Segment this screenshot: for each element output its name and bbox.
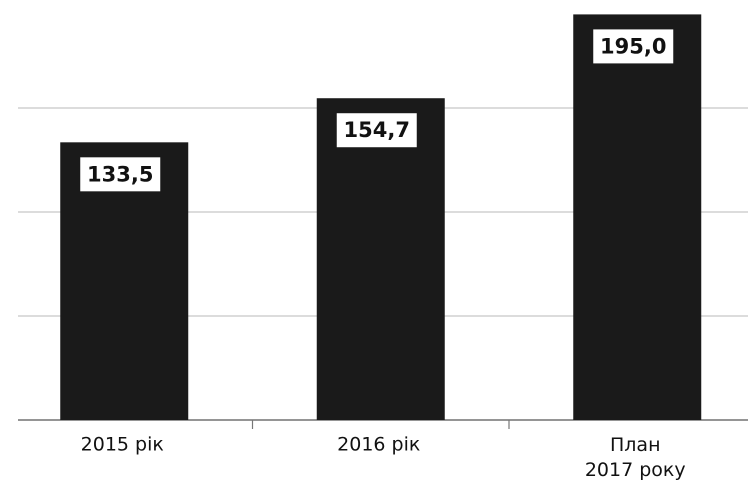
label-line: 2017 року [585, 459, 686, 481]
value-label-box [593, 29, 674, 64]
value-label-box [336, 113, 417, 148]
x-tick-label: 2016 рік [337, 434, 420, 456]
bar [573, 14, 702, 421]
bar [316, 98, 445, 420]
label-line: План [610, 434, 661, 456]
value-label: 195,0 [600, 34, 666, 58]
value-label: 133,5 [87, 162, 153, 186]
x-tick-label: План 2017 року [585, 434, 686, 481]
x-tick-label: 2015 рік [81, 434, 164, 456]
value-label: 154,7 [344, 118, 410, 142]
value-label-box [80, 157, 161, 192]
